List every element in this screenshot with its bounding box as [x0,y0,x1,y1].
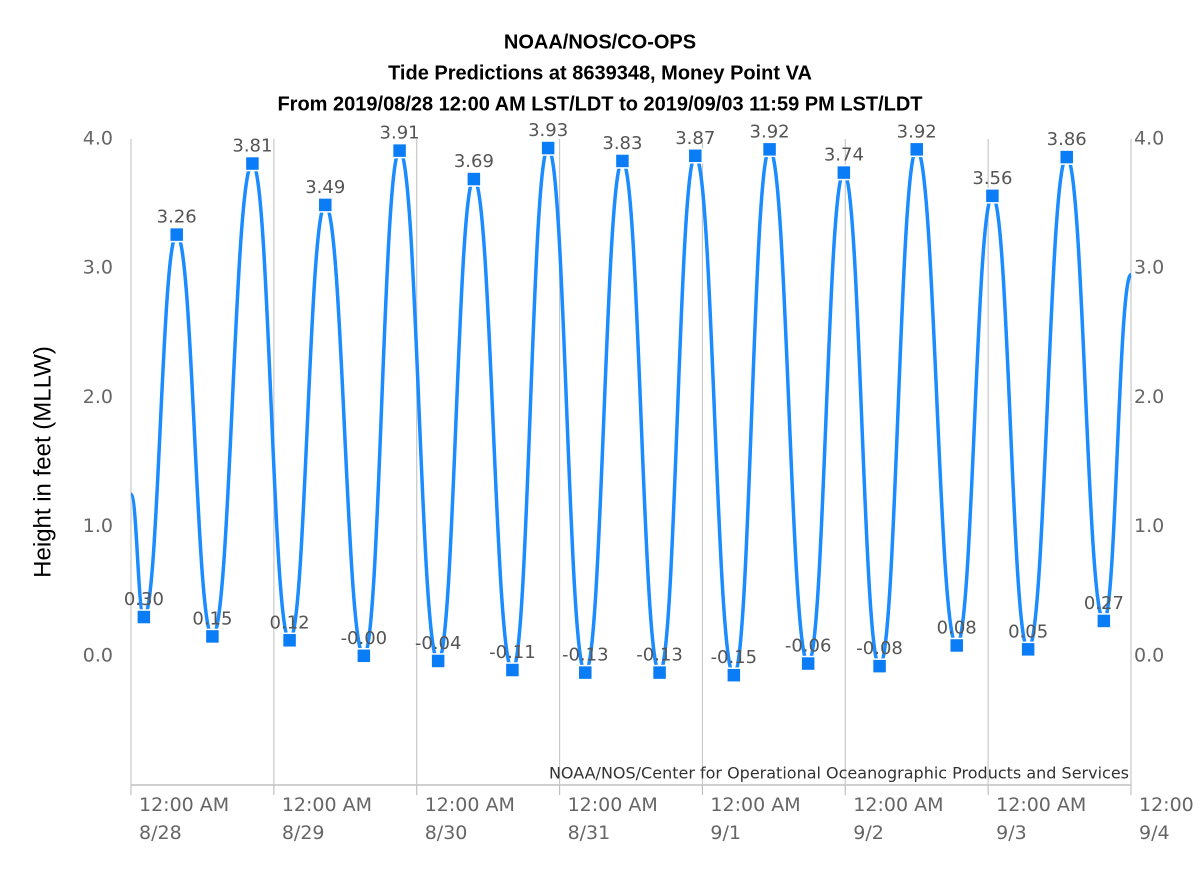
chart-title: From 2019/08/28 12:00 AM LST/LDT to 2019… [277,93,922,115]
marker [871,658,888,674]
marker [577,664,594,681]
data-label: 3.93 [528,120,568,141]
marker [281,632,298,649]
x-tick-label: 12:00 9/4 [1139,794,1194,844]
data-label: 3.74 [824,145,864,166]
data-label: -0.11 [489,642,536,663]
marker [687,148,704,164]
data-label: 3.86 [1047,129,1087,150]
y-tick-label: 4.0 [83,128,113,150]
marker [1020,641,1036,658]
y2-tick-label: 0.0 [1134,644,1164,666]
data-label: -0.13 [562,645,609,666]
marker [168,226,185,243]
x-tick-label: 12:00 AM 9/3 [996,794,1086,844]
chart-title: NOAA/NOS/CO-OPS [504,31,696,53]
data-label: 3.87 [675,128,715,149]
y2-tick-label: 2.0 [1134,386,1164,408]
data-label: 3.49 [305,177,345,198]
data-label: 3.26 [157,207,197,228]
y2-tick-label: 3.0 [1134,257,1164,279]
y2-tick-label: 1.0 [1134,515,1164,537]
data-label: 0.08 [937,617,977,638]
grid: 12:00 AM 8/28 12:00 AM 8/29 12:00 AM 8/30 12:0… [83,128,1194,844]
data-label: 3.92 [897,121,937,142]
x-tick-label: 12:00 AM 8/29 [282,794,372,844]
marker [800,655,816,672]
marker [356,648,372,664]
data-label: 3.83 [602,133,642,154]
data-label: 3.81 [232,136,272,157]
marker [504,662,521,678]
marker [614,153,631,169]
marker [466,171,482,187]
y2-tick-label: 4.0 [1134,128,1164,150]
data-label: -0.13 [636,645,683,666]
data-label: 3.92 [750,121,790,142]
x-tick-label: 12:00 AM 8/30 [425,794,515,844]
marker [908,141,925,158]
data-label: -0.15 [711,647,758,668]
x-tick-label: 12:00 AM 8/31 [568,794,658,844]
marker [430,653,446,669]
plot: 0.30 3.26 0.15 3.81 0.12 3.49 -0.00 3.91 -0.04 3.… [124,120,1133,683]
marker [391,142,408,159]
credit: NOAA/NOS/Center for Operational Oceanogr… [549,764,1129,783]
marker [651,664,668,681]
data-label: 0.30 [124,589,164,610]
y-tick-label: 2.0 [83,386,113,408]
marker [204,628,221,645]
x-tick-label: 12:00 AM 8/28 [139,794,229,844]
marker [136,609,152,625]
marker [540,140,556,156]
tide-line [129,146,1133,677]
marker [836,164,852,181]
marker [1058,149,1075,165]
marker [948,637,965,654]
data-label: 0.15 [192,608,232,629]
y-tick-label: 0.0 [83,644,113,666]
marker [726,667,742,683]
data-label: 3.91 [380,123,420,144]
marker [1096,613,1112,629]
y-tick-label: 3.0 [83,257,113,279]
y-tick-label: 1.0 [83,515,113,537]
data-label: 3.69 [454,151,494,172]
marker [984,188,1001,204]
data-label: 3.56 [972,168,1012,189]
marker [244,155,261,172]
marker [761,141,778,158]
data-label: -0.06 [785,636,832,657]
data-label: -0.00 [341,628,388,649]
data-label: 0.05 [1008,621,1048,642]
data-label: 0.12 [270,612,310,633]
data-label: -0.08 [856,638,903,659]
x-tick-label: 12:00 AM 9/1 [710,794,800,844]
x-tick-label: 12:00 AM 9/2 [853,794,943,844]
data-label: -0.04 [415,633,462,654]
marker [317,197,334,213]
chart-title: Tide Predictions at 8639348, Money Point… [388,62,812,84]
data-label: 0.27 [1084,593,1124,614]
y-axis-label: Height in feet (MLLW) [29,346,56,578]
